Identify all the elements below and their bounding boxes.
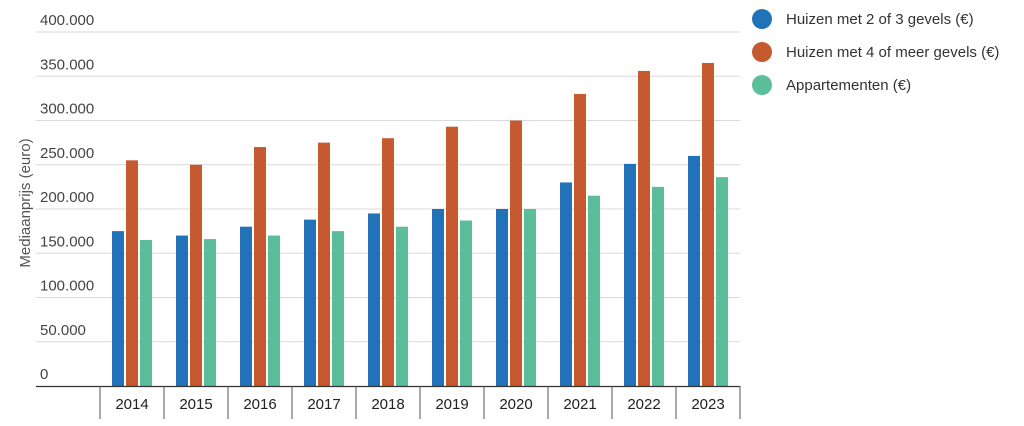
legend-color-dot — [752, 42, 772, 62]
bar-2023-series-1 — [688, 155, 700, 386]
legend: Huizen met 2 of 3 gevels (€) Huizen met 4… — [752, 8, 999, 107]
x-axis: 2014 2015 2016 2017 2018 2019 2020 2021 2022 2023 — [36, 385, 741, 419]
bar-2019-series-2 — [446, 126, 458, 386]
y-tick-label: 350.000 — [40, 56, 94, 73]
y-axis-label: Mediaanprijs (euro) — [17, 138, 34, 267]
y-tick-label: 250.000 — [40, 145, 94, 162]
legend-item: Appartementen (€) — [752, 74, 999, 96]
bar-2022-series-1 — [624, 163, 636, 386]
legend-item: Huizen met 2 of 3 gevels (€) — [752, 8, 999, 30]
bar-2023-series-3 — [716, 177, 728, 386]
bar-2018-series-1 — [368, 213, 380, 386]
bar-2015-series-1 — [176, 235, 188, 386]
bar-2022-series-3 — [652, 186, 664, 386]
x-tick-label: 2015 — [179, 396, 212, 413]
x-tick-label: 2019 — [435, 396, 468, 413]
legend-label: Huizen met 2 of 3 gevels (€) — [786, 10, 974, 28]
bar-2021-series-3 — [588, 195, 600, 386]
bar-2019-series-1 — [432, 209, 444, 386]
bar-2021-series-1 — [560, 182, 572, 386]
y-tick-label: 300.000 — [40, 101, 94, 118]
x-tick-label: 2020 — [499, 396, 532, 413]
y-axis-tick-labels: 0 50.000 100.000 150.000 200.000 250.000 300.0… — [40, 12, 94, 383]
bar-2019-series-3 — [460, 220, 472, 386]
x-tick-label: 2023 — [691, 396, 724, 413]
x-tick-label: 2016 — [243, 396, 276, 413]
y-tick-label: 150.000 — [40, 233, 94, 250]
bar-2017-series-3 — [332, 231, 344, 386]
y-tick-label: 400.000 — [40, 12, 94, 29]
bar-2017-series-1 — [304, 219, 316, 386]
bar-2014-series-2 — [126, 160, 138, 386]
bar-2018-series-2 — [382, 138, 394, 386]
bar-2020-series-3 — [524, 209, 536, 386]
x-tick-label: 2022 — [627, 396, 660, 413]
bar-2022-series-2 — [638, 70, 650, 386]
bar-2016-series-3 — [268, 235, 280, 386]
legend-color-dot — [752, 75, 772, 95]
bars — [112, 62, 728, 386]
legend-label: Appartementen (€) — [786, 76, 912, 94]
bar-2016-series-1 — [240, 226, 252, 386]
bar-2015-series-2 — [190, 164, 202, 386]
bar-2015-series-3 — [204, 239, 216, 386]
y-tick-label: 50.000 — [40, 322, 86, 339]
x-tick-label: 2018 — [371, 396, 404, 413]
bar-2023-series-2 — [702, 62, 714, 386]
bar-2020-series-2 — [510, 120, 522, 386]
x-tick-label: 2017 — [307, 396, 340, 413]
bar-2018-series-3 — [396, 226, 408, 386]
legend-item: Huizen met 4 of meer gevels (€) — [752, 41, 999, 63]
legend-color-dot — [752, 9, 772, 29]
y-tick-label: 0 — [40, 366, 48, 383]
bar-2014-series-1 — [112, 231, 124, 386]
bar-2017-series-2 — [318, 142, 330, 386]
y-tick-label: 100.000 — [40, 278, 94, 295]
bar-2014-series-3 — [140, 239, 152, 386]
bar-2016-series-2 — [254, 147, 266, 386]
bar-2021-series-2 — [574, 93, 586, 386]
y-tick-label: 200.000 — [40, 189, 94, 206]
x-tick-label: 2021 — [563, 396, 596, 413]
legend-label: Huizen met 4 of meer gevels (€) — [786, 43, 1000, 61]
bar-2020-series-1 — [496, 209, 508, 386]
x-tick-label: 2014 — [115, 396, 148, 413]
